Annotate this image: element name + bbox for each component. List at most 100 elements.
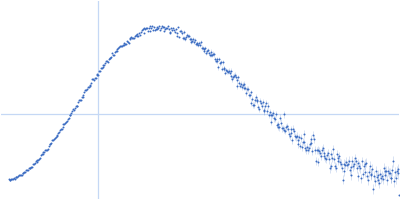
Point xyxy=(86,85,92,88)
Point xyxy=(389,169,396,172)
Point xyxy=(66,113,73,116)
Point xyxy=(294,134,300,137)
Point xyxy=(104,59,110,63)
Point xyxy=(116,46,122,49)
Point xyxy=(263,102,269,105)
Point xyxy=(151,25,157,29)
Point xyxy=(124,39,130,42)
Point xyxy=(220,61,226,64)
Point xyxy=(160,25,166,28)
Point xyxy=(312,159,319,162)
Point xyxy=(284,125,290,128)
Point xyxy=(226,69,232,72)
Point xyxy=(106,57,113,60)
Point xyxy=(200,50,207,53)
Point xyxy=(101,64,108,67)
Point xyxy=(360,164,367,167)
Point xyxy=(212,59,219,62)
Point xyxy=(136,31,142,34)
Point xyxy=(241,82,248,85)
Point xyxy=(36,157,42,160)
Point xyxy=(132,34,139,37)
Point xyxy=(76,99,82,102)
Point xyxy=(6,179,13,182)
Point xyxy=(60,122,67,126)
Point xyxy=(326,167,333,170)
Point xyxy=(287,128,294,131)
Point xyxy=(16,174,22,177)
Point xyxy=(66,117,72,120)
Point xyxy=(281,128,288,131)
Point xyxy=(374,178,381,182)
Point xyxy=(31,162,37,166)
Point xyxy=(134,33,141,36)
Point xyxy=(292,135,298,138)
Point xyxy=(190,37,196,40)
Point xyxy=(147,30,154,33)
Point xyxy=(308,137,315,141)
Point xyxy=(259,105,265,108)
Point xyxy=(337,160,343,164)
Point xyxy=(170,26,176,29)
Point xyxy=(357,166,363,169)
Point xyxy=(315,161,322,164)
Point xyxy=(310,134,316,137)
Point xyxy=(6,178,12,181)
Point xyxy=(201,47,208,51)
Point xyxy=(93,73,100,77)
Point xyxy=(155,26,162,30)
Point xyxy=(92,77,98,80)
Point xyxy=(33,160,40,164)
Point xyxy=(100,64,106,67)
Point xyxy=(107,56,114,60)
Point xyxy=(394,169,400,173)
Point xyxy=(48,142,54,145)
Point xyxy=(375,174,382,177)
Point xyxy=(285,127,291,131)
Point xyxy=(94,72,101,75)
Point xyxy=(77,98,83,101)
Point xyxy=(90,78,96,81)
Point xyxy=(280,113,287,116)
Point xyxy=(206,54,213,57)
Point xyxy=(138,31,144,34)
Point xyxy=(211,53,217,56)
Point xyxy=(84,87,90,90)
Point xyxy=(245,87,251,90)
Point xyxy=(291,130,297,133)
Point xyxy=(346,159,352,162)
Point xyxy=(265,104,271,107)
Point xyxy=(317,151,323,155)
Point xyxy=(142,27,148,30)
Point xyxy=(288,131,295,134)
Point xyxy=(277,116,283,119)
Point xyxy=(390,160,396,163)
Point xyxy=(52,136,58,139)
Point xyxy=(269,114,276,117)
Point xyxy=(18,173,24,176)
Point xyxy=(380,167,387,170)
Point xyxy=(260,110,267,113)
Point xyxy=(103,60,109,63)
Point xyxy=(200,47,206,50)
Point xyxy=(144,26,150,29)
Point xyxy=(105,61,111,64)
Point xyxy=(9,178,15,181)
Point xyxy=(92,76,99,79)
Point xyxy=(120,43,127,46)
Point xyxy=(168,26,174,30)
Point xyxy=(113,49,120,52)
Point xyxy=(57,128,63,131)
Point xyxy=(192,42,199,45)
Point xyxy=(25,168,31,171)
Point xyxy=(180,36,186,40)
Point xyxy=(266,114,272,117)
Point xyxy=(206,52,212,55)
Point xyxy=(140,28,146,31)
Point xyxy=(366,164,373,168)
Point xyxy=(49,139,55,142)
Point xyxy=(100,65,107,68)
Point xyxy=(184,33,190,36)
Point xyxy=(8,178,14,181)
Point xyxy=(232,75,239,78)
